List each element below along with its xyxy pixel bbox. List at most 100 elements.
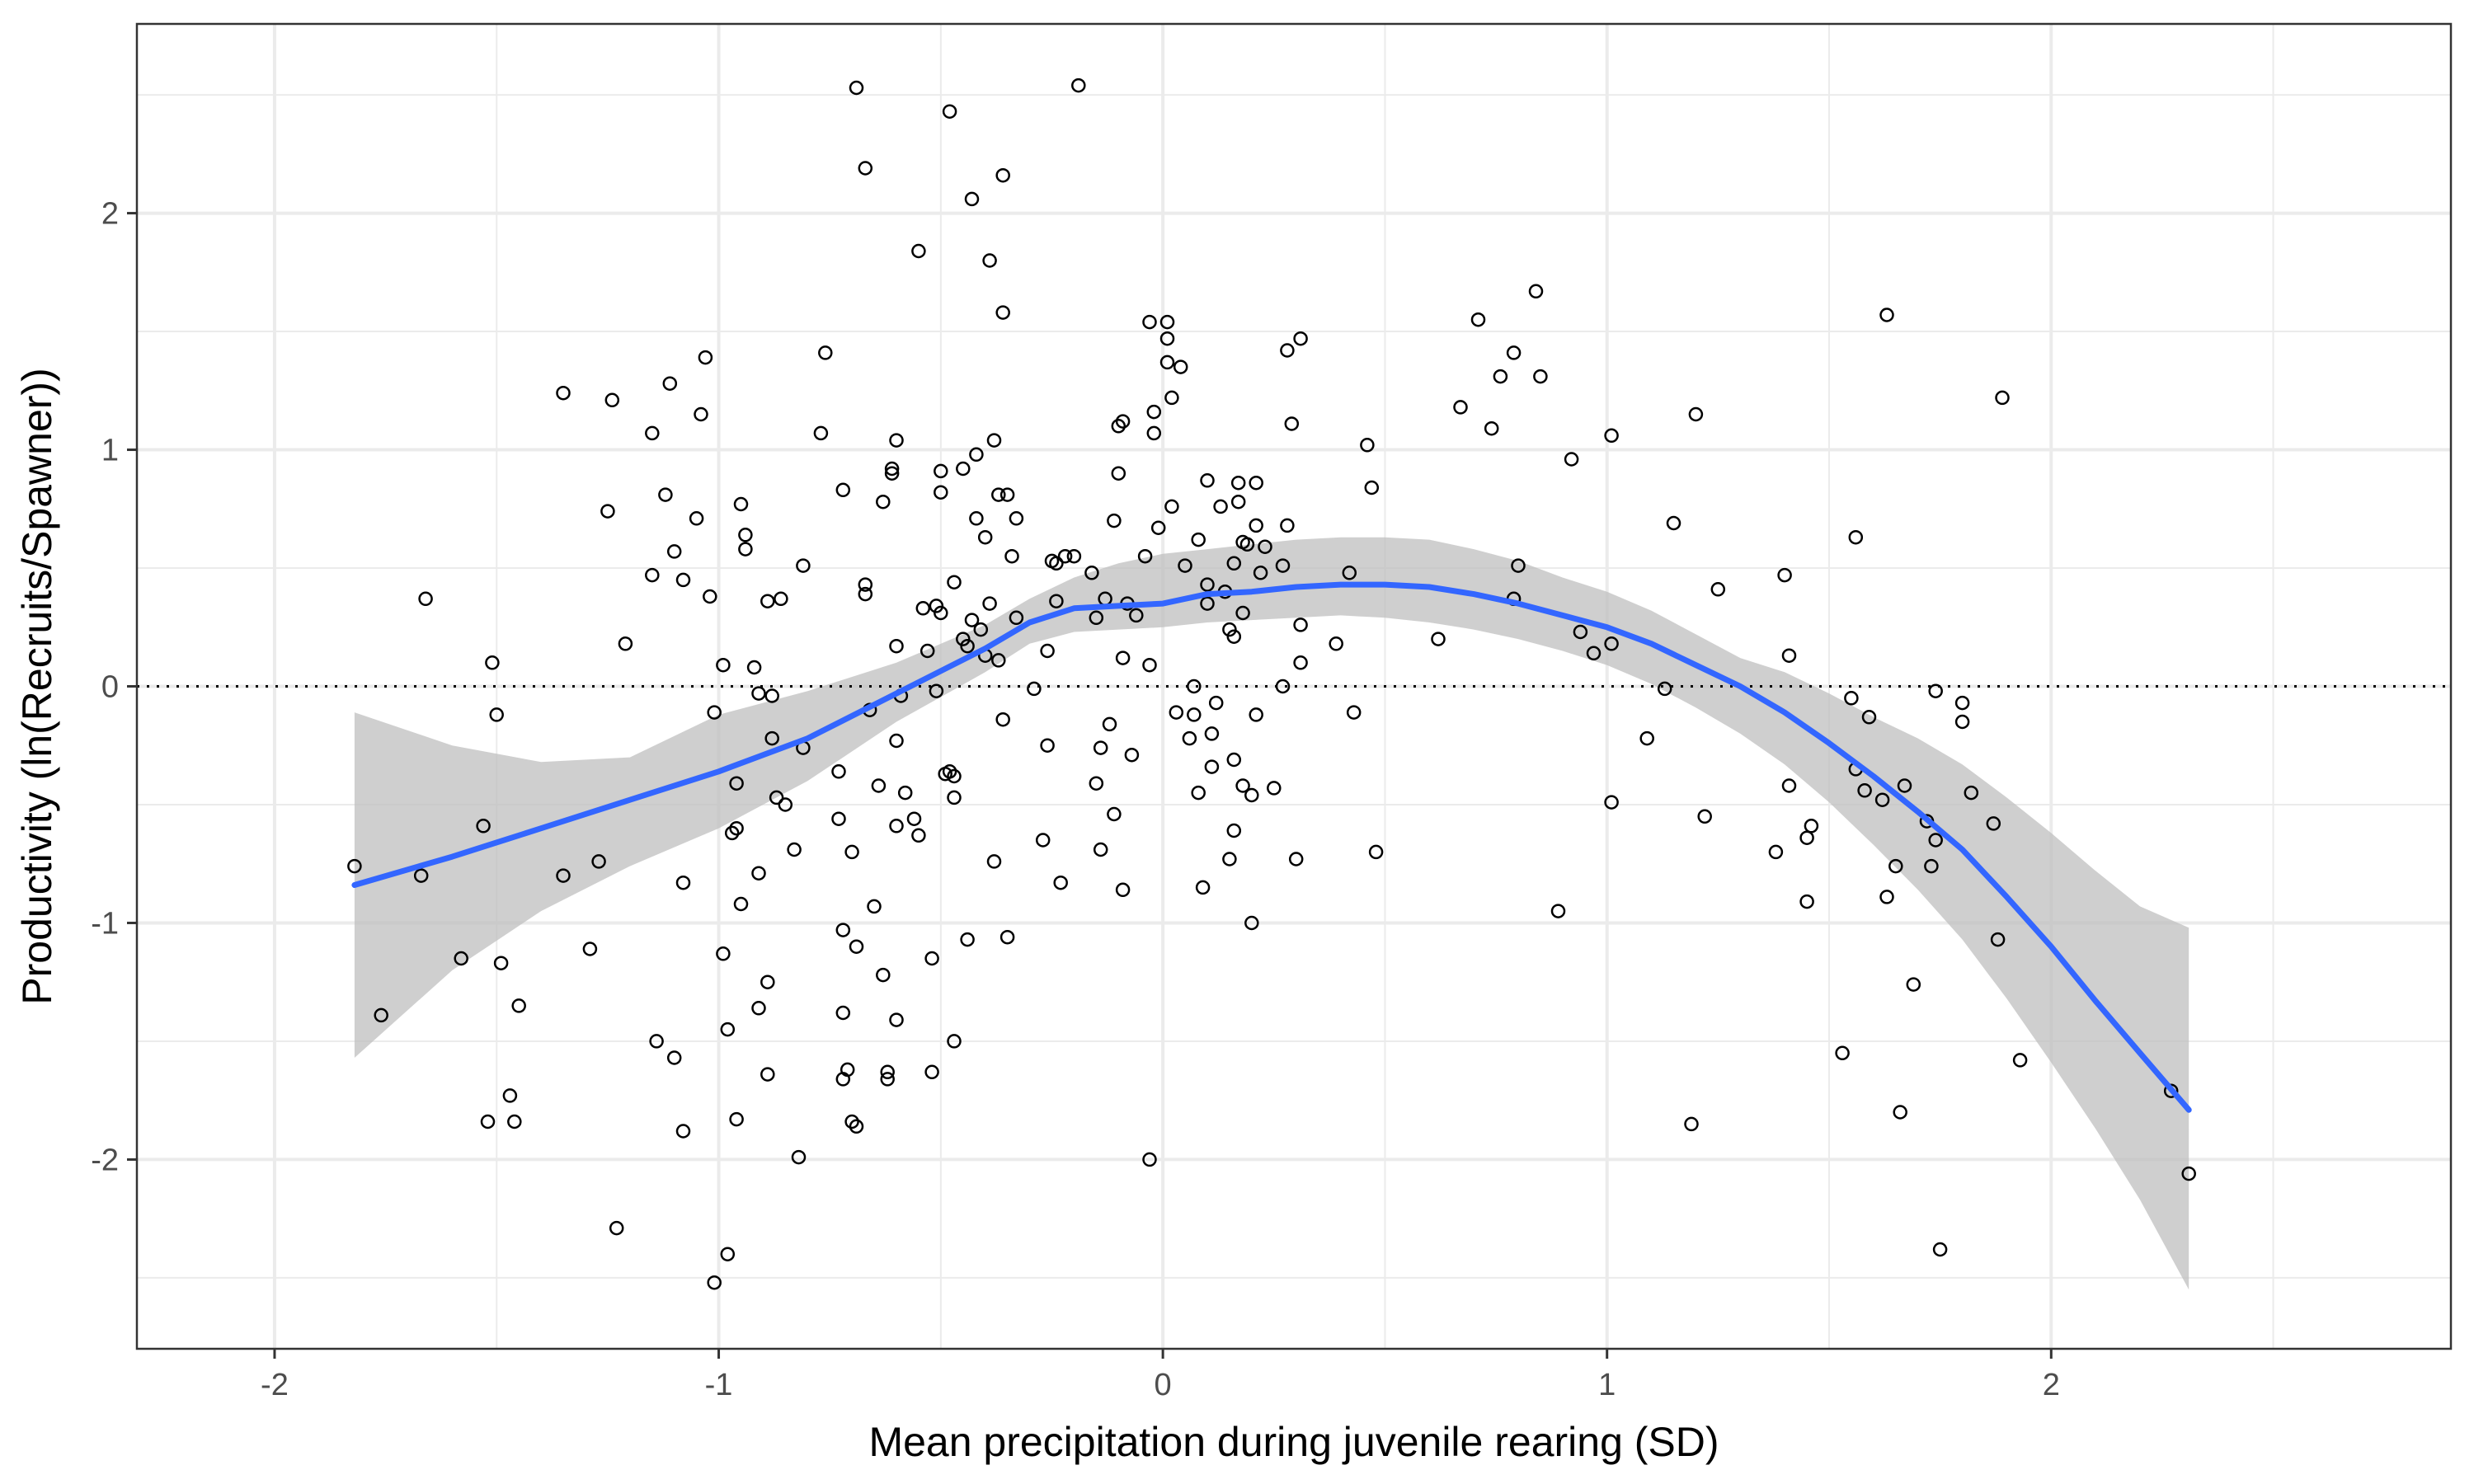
data-point — [1115, 882, 1131, 898]
data-point — [1906, 977, 1921, 992]
data-point — [1293, 331, 1308, 346]
data-point — [849, 1119, 864, 1134]
data-point — [844, 1114, 859, 1129]
data-point — [889, 638, 904, 654]
data-point — [1848, 529, 1864, 545]
data-point — [1781, 778, 1797, 793]
data-point — [911, 828, 926, 843]
data-point — [1027, 681, 1042, 697]
data-point — [1293, 655, 1308, 670]
data-point — [1932, 1242, 1948, 1257]
data-point — [1550, 904, 1566, 918]
data-point — [1258, 539, 1272, 554]
data-point — [1275, 558, 1291, 573]
data-point — [1249, 475, 1263, 491]
data-point — [1226, 629, 1242, 644]
data-point — [995, 305, 1010, 320]
data-point — [973, 622, 989, 637]
data-point — [778, 797, 793, 812]
data-point — [724, 825, 740, 841]
data-point — [1182, 730, 1197, 746]
data-point — [1888, 858, 1903, 874]
data-point — [1066, 548, 1082, 564]
data-point — [1195, 880, 1211, 895]
data-point — [1249, 518, 1263, 533]
data-point — [751, 1001, 766, 1016]
data-point — [880, 1072, 895, 1087]
data-point — [760, 1067, 775, 1082]
data-point — [1804, 819, 1819, 834]
data-point — [1204, 759, 1220, 774]
data-point — [609, 1220, 624, 1236]
data-point — [1191, 785, 1206, 801]
data-point — [489, 707, 504, 722]
data-point — [871, 778, 887, 793]
data-point — [889, 1012, 904, 1027]
x-axis-title: Mean precipitation during juvenile reari… — [868, 1419, 1719, 1465]
data-point — [858, 577, 873, 592]
data-point — [374, 1007, 388, 1023]
data-point — [889, 733, 904, 749]
data-point — [999, 487, 1015, 502]
data-point — [764, 688, 779, 703]
data-point — [876, 494, 891, 510]
data-point — [1874, 792, 1890, 807]
data-point — [1493, 369, 1508, 384]
data-point — [493, 956, 509, 970]
data-point — [1222, 622, 1237, 637]
data-point — [889, 819, 904, 834]
data-point — [1249, 707, 1263, 722]
x-tick-label: -2 — [261, 1368, 289, 1402]
data-point — [760, 594, 775, 608]
data-point — [1928, 833, 1943, 848]
data-point — [1928, 683, 1943, 698]
data-point — [1964, 785, 1979, 801]
data-point — [1142, 314, 1157, 330]
data-point — [591, 854, 606, 869]
x-tick-label: 0 — [1155, 1368, 1172, 1402]
data-point — [1604, 428, 1619, 444]
data-point — [1200, 473, 1215, 488]
data-point — [1115, 414, 1131, 429]
data-point — [1169, 705, 1184, 720]
data-point — [1146, 425, 1162, 441]
data-point — [1453, 400, 1468, 415]
data-point — [1102, 716, 1117, 732]
data-point — [889, 433, 904, 448]
data-point — [1164, 390, 1179, 406]
data-point — [1364, 480, 1380, 495]
data-point — [1164, 499, 1179, 514]
data-point — [1040, 738, 1055, 753]
data-point — [982, 253, 997, 268]
data-point — [1586, 646, 1602, 661]
data-point — [1129, 608, 1144, 623]
data-point — [347, 858, 362, 874]
data-point — [480, 1114, 496, 1129]
data-point — [1084, 566, 1099, 580]
data-point — [1226, 556, 1242, 571]
data-point — [1089, 776, 1104, 791]
data-point — [1533, 369, 1548, 384]
data-point — [1360, 438, 1375, 453]
data-point — [1009, 610, 1024, 626]
data-point — [1564, 452, 1579, 467]
data-point — [991, 487, 1006, 502]
data-point — [1835, 1045, 1850, 1061]
data-point — [1604, 636, 1619, 651]
data-point — [1089, 610, 1104, 626]
data-point — [1235, 605, 1250, 621]
data-point — [760, 974, 775, 989]
data-point — [906, 811, 922, 826]
data-point — [1159, 355, 1175, 370]
data-point — [969, 511, 984, 526]
data-point — [991, 653, 1006, 668]
data-point — [1222, 852, 1237, 866]
data-point — [947, 768, 962, 784]
data-point — [1781, 648, 1797, 663]
data-point — [1142, 1152, 1157, 1167]
data-point — [1150, 520, 1166, 535]
data-point — [1697, 809, 1712, 824]
data-point — [2012, 1053, 2028, 1068]
y-tick-label: 1 — [101, 434, 119, 468]
data-point — [1799, 894, 1814, 909]
